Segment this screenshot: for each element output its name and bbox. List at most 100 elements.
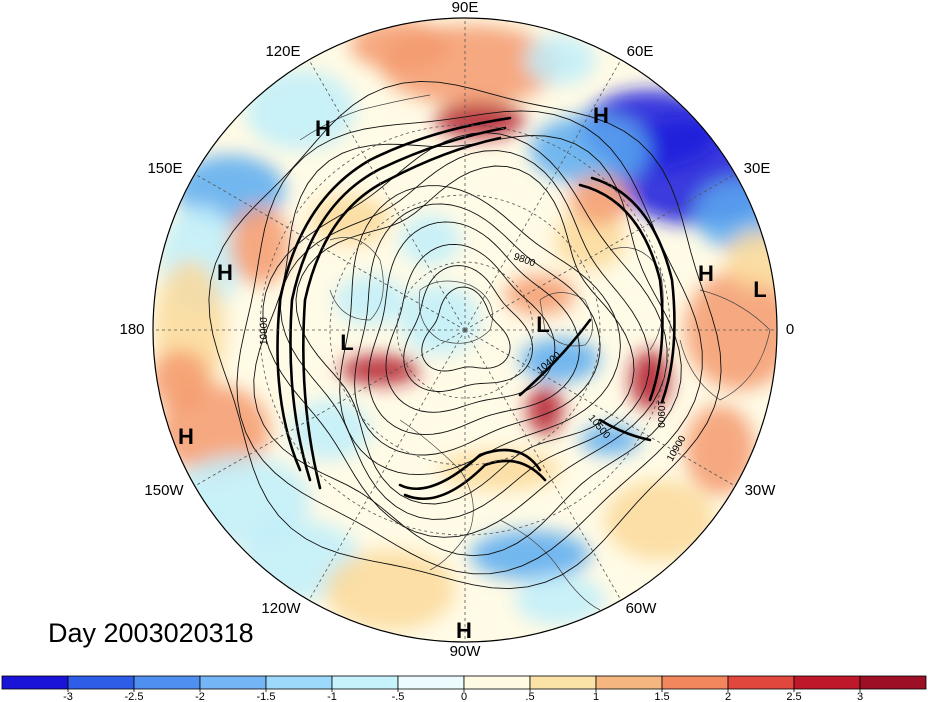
coastline [329, 237, 384, 321]
colorbar-swatch [1, 675, 69, 690]
colorbar-swatch [67, 675, 135, 690]
anomaly-patch [685, 405, 755, 495]
high-center-marker: H [698, 261, 714, 286]
anomaly-patch [525, 35, 595, 85]
lon-label-150e: 150E [147, 160, 182, 177]
colorbar-tick-label: 2 [725, 691, 731, 702]
anomaly-patch [515, 575, 605, 625]
latitude-circle [329, 194, 601, 466]
anomaly-patch [350, 20, 450, 70]
map-boundary [152, 17, 778, 643]
anomaly-patch [325, 550, 455, 630]
colorbar-tick-label: 0 [461, 691, 467, 702]
jet-contour [289, 126, 507, 482]
colorbar-swatch [199, 675, 267, 690]
anomaly-patch [725, 230, 777, 290]
colorbar-swatch [661, 675, 729, 690]
colorbar-swatch [331, 675, 399, 690]
height-contour [385, 243, 556, 413]
colorbar-swatch [265, 675, 333, 690]
anomaly-patch [245, 70, 355, 150]
colorbar-tick-label: -2.5 [125, 691, 144, 702]
anomaly-patch [400, 285, 480, 355]
colorbar-swatch [859, 675, 927, 690]
jet-contour [518, 318, 592, 397]
jet-contour [403, 459, 547, 500]
colorbar-swatch [793, 675, 861, 690]
height-contour [236, 110, 703, 575]
jet-contour [398, 448, 542, 490]
coastline [539, 292, 593, 347]
colorbar-tick-label: -1 [327, 691, 337, 702]
colorbar-swatch [727, 675, 795, 690]
anomaly-patch [685, 270, 777, 390]
lon-label-60w: 60W [626, 600, 658, 617]
graticule [153, 18, 777, 642]
colorbar-tick-label: 1 [593, 691, 599, 702]
colorbar-swatch [595, 675, 663, 690]
lon-label-90w: 90W [450, 643, 482, 660]
lon-label-30e: 30E [744, 160, 771, 177]
day-label: Day 2003020318 [48, 618, 254, 648]
contour-label-10900-west: 10900 [259, 317, 270, 345]
meridian-line [194, 173, 466, 331]
anomaly-patch [340, 355, 420, 385]
height-contours [208, 80, 722, 590]
contour-label-10900-mid: 10900 [655, 400, 666, 428]
anomaly-patch [470, 530, 590, 580]
anomaly-patch [605, 480, 715, 560]
anomaly-patch [400, 215, 460, 265]
colorbar-tick-label: -2 [195, 691, 205, 702]
colorbar-tick-label: 1.5 [654, 691, 669, 702]
coastline [499, 519, 601, 611]
jet-contour [598, 418, 652, 442]
anomaly-shading [153, 20, 777, 630]
high-center-marker: H [593, 103, 609, 128]
polar-map [153, 18, 777, 642]
lon-label-150w: 150W [144, 482, 184, 499]
meridian-line [464, 173, 736, 331]
coastlines [299, 94, 771, 611]
longitude-labels: 90E 60E 30E 0 30W 60W 90W 120W 150W 180 … [119, 0, 794, 660]
latitude-circle [396, 261, 534, 399]
high-center-marker: H [217, 260, 233, 285]
meridian-line [194, 329, 466, 487]
height-contour [339, 185, 621, 476]
colorbar-tick-label: -1.5 [257, 691, 276, 702]
high-center-marker: H [456, 618, 472, 643]
anomaly-patch [527, 385, 563, 435]
height-contour [280, 150, 650, 520]
jet-contour [578, 183, 664, 402]
coastline [609, 247, 664, 351]
lon-label-30w: 30W [745, 482, 777, 499]
jet-contour [276, 116, 512, 472]
colorbar-tick-label: -3 [63, 691, 73, 702]
high-center-marker: H [315, 116, 331, 141]
anomaly-patch [530, 115, 650, 185]
lon-label-180: 180 [119, 321, 144, 338]
colorbar-swatch [397, 675, 465, 690]
meridian-line [464, 59, 622, 331]
anomaly-patch [153, 350, 210, 410]
low-center-marker: L [536, 312, 549, 337]
height-contour [403, 265, 533, 392]
colorbar: -3 -2.5 -2 -1.5 -1 -.5 0 .5 1 1.5 2 2.5 3 [1, 675, 927, 702]
coastline [679, 289, 771, 401]
height-contour [368, 221, 580, 436]
lon-label-60e: 60E [627, 43, 654, 60]
low-center-marker: L [753, 277, 766, 302]
height-contour [208, 80, 722, 590]
anomaly-patch [520, 338, 600, 382]
high-center-marker: H [178, 424, 194, 449]
colorbar-swatch [529, 675, 597, 690]
lon-label-90e: 90E [452, 0, 479, 16]
lon-label-120e: 120E [265, 43, 300, 60]
colorbar-tick-label: .5 [525, 691, 534, 702]
anomaly-patch [230, 205, 290, 285]
meridian-line [464, 329, 622, 601]
colorbar-tick-label: 3 [857, 691, 863, 702]
colorbar-swatch [463, 675, 531, 690]
jet-contour [302, 136, 502, 490]
lon-label-120w: 120W [261, 600, 301, 617]
